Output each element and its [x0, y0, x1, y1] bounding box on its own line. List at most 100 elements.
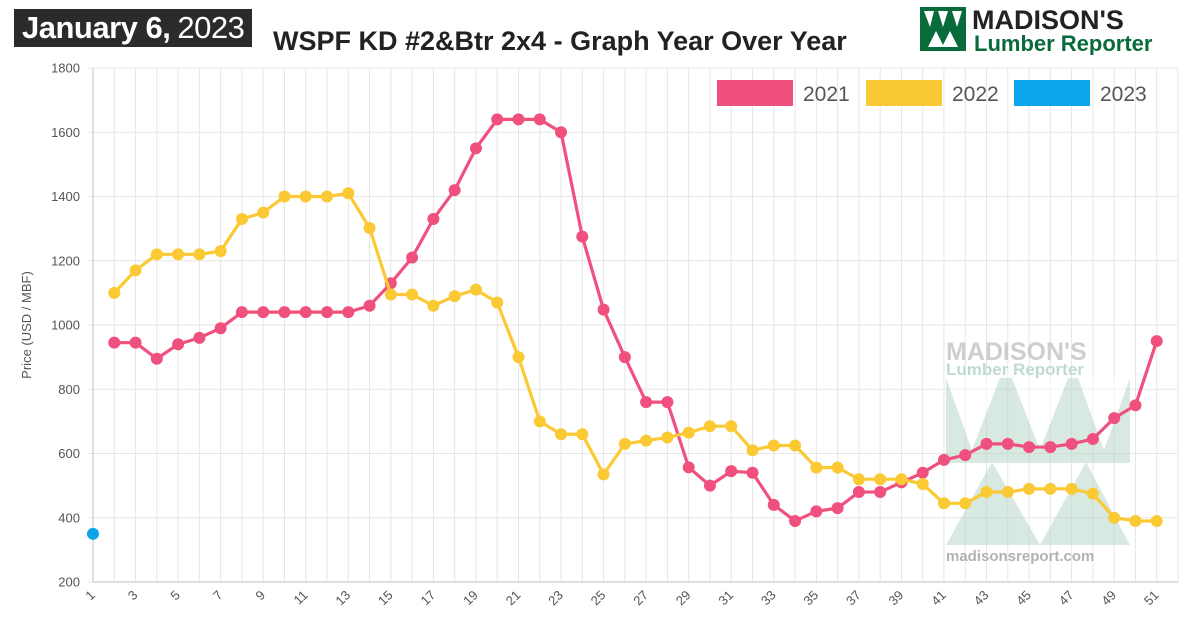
- data-point-2022: [1086, 487, 1099, 500]
- data-point-2022: [235, 212, 248, 225]
- data-point-2021: [1108, 412, 1121, 425]
- data-point-2022: [725, 420, 738, 433]
- data-point-2021: [448, 184, 461, 197]
- series: [87, 113, 1163, 540]
- y-tick-label: 600: [58, 446, 80, 461]
- watermark: MADISON'S Lumber Reporter madisonsreport…: [946, 338, 1130, 565]
- legend-swatch-2021: [717, 80, 793, 106]
- x-tick-label: 39: [886, 587, 907, 608]
- series-2023: [87, 527, 99, 540]
- data-point-2021: [427, 212, 440, 225]
- data-point-2022: [1001, 486, 1014, 499]
- y-tick-label: 800: [58, 382, 80, 397]
- data-point-2022: [895, 473, 908, 486]
- logo-mark-icon: [920, 7, 966, 51]
- data-point-2021: [661, 396, 674, 409]
- data-point-2022: [321, 190, 334, 203]
- data-point-2022: [342, 187, 355, 200]
- data-point-2022: [1023, 482, 1036, 495]
- legend-swatch-2022: [866, 80, 942, 106]
- data-point-2021: [852, 486, 865, 499]
- legend-label-2022: 2022: [952, 83, 999, 106]
- data-point-2022: [831, 461, 844, 474]
- x-tick-label: 37: [843, 587, 864, 608]
- data-point-2022: [1044, 482, 1057, 495]
- data-point-2022: [172, 248, 185, 261]
- x-tick-label: 3: [125, 587, 141, 603]
- data-point-2021: [363, 299, 376, 312]
- data-point-2022: [555, 428, 568, 441]
- legend-item-2023[interactable]: 2023: [1014, 80, 1147, 106]
- data-point-2022: [1065, 482, 1078, 495]
- chart-title: WSPF KD #2&Btr 2x4 - Graph Year Over Yea…: [273, 26, 847, 56]
- data-point-2022: [193, 248, 206, 261]
- legend-item-2021[interactable]: 2021: [717, 80, 850, 106]
- data-point-2021: [959, 449, 972, 462]
- data-point-2022: [363, 221, 376, 234]
- watermark-line1: MADISON'S: [946, 338, 1087, 366]
- x-tick-label: 27: [630, 587, 651, 608]
- y-tick-label: 1000: [51, 318, 80, 333]
- x-tick-label: 21: [503, 587, 524, 608]
- data-point-2022: [512, 351, 525, 364]
- data-point-2022: [682, 426, 695, 439]
- data-point-2021: [576, 230, 589, 243]
- grid: [87, 67, 1179, 583]
- x-tick-label: 15: [375, 587, 396, 608]
- legend-swatch-2023: [1014, 80, 1090, 106]
- data-point-2022: [916, 478, 929, 491]
- data-point-2021: [874, 486, 887, 499]
- data-point-2021: [129, 336, 142, 349]
- data-point-2022: [874, 473, 887, 486]
- data-point-2021: [789, 514, 802, 527]
- data-point-2021: [1044, 441, 1057, 454]
- data-point-2021: [725, 465, 738, 478]
- x-tick-label: 43: [971, 587, 992, 608]
- data-point-2021: [299, 306, 312, 319]
- x-tick-label: 47: [1056, 587, 1077, 608]
- data-point-2022: [214, 245, 227, 258]
- madisons-logo: MADISON'S Lumber Reporter: [920, 5, 1153, 55]
- series-2021: [108, 113, 1163, 527]
- data-point-2022: [278, 190, 291, 203]
- legend-item-2022[interactable]: 2022: [866, 80, 999, 106]
- series-2022: [108, 187, 1163, 527]
- data-point-2022: [1129, 514, 1142, 527]
- data-point-2021: [767, 498, 780, 511]
- watermark-url: madisonsreport.com: [946, 548, 1094, 565]
- data-point-2021: [640, 396, 653, 409]
- data-point-2022: [491, 296, 504, 309]
- x-tick-label: 45: [1013, 587, 1034, 608]
- x-tick-label: 35: [800, 587, 821, 608]
- data-point-2021: [257, 306, 270, 319]
- x-tick-label: 23: [545, 587, 566, 608]
- data-point-2021: [682, 461, 695, 474]
- data-point-2021: [703, 479, 716, 492]
- data-point-2022: [108, 286, 121, 299]
- watermark-mark-icon: [946, 378, 1130, 545]
- data-point-2022: [661, 431, 674, 444]
- legend-label-2021: 2021: [803, 83, 850, 106]
- data-point-2021: [150, 352, 163, 365]
- data-point-2021: [172, 338, 185, 351]
- x-tick-label: 13: [332, 587, 353, 608]
- data-point-2022: [703, 420, 716, 433]
- x-tick-label: 19: [460, 587, 481, 608]
- data-point-2021: [831, 502, 844, 515]
- y-tick-label: 1400: [51, 189, 80, 204]
- x-tick-label: 41: [928, 587, 949, 608]
- x-tick-label: 5: [167, 587, 183, 603]
- x-tick-label: 11: [291, 587, 311, 607]
- data-point-2022: [257, 206, 270, 219]
- data-point-2021: [1001, 437, 1014, 450]
- x-tick-label: 49: [1098, 587, 1119, 608]
- x-tick-label: 25: [588, 587, 609, 608]
- date-badge: January 6, 2023: [14, 9, 253, 47]
- data-point-2022: [789, 439, 802, 452]
- date-year: 2023: [177, 10, 245, 45]
- data-point-2022: [533, 415, 546, 428]
- data-point-2021: [214, 322, 227, 335]
- data-point-2022: [852, 473, 865, 486]
- data-point-2022: [1108, 511, 1121, 524]
